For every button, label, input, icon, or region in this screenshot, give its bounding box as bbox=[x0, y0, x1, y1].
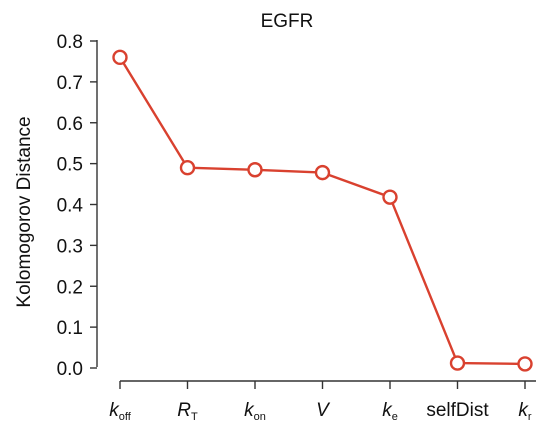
x-tick-label: RT bbox=[177, 400, 198, 423]
data-point bbox=[179, 160, 196, 176]
y-tick-label: 0.3 bbox=[57, 236, 83, 257]
x-tick-label: koff bbox=[109, 400, 131, 423]
data-point bbox=[382, 189, 398, 205]
y-tick-label: 0.5 bbox=[57, 155, 83, 176]
data-point bbox=[517, 356, 533, 372]
y-tick-label: 0.7 bbox=[57, 73, 83, 94]
data-point bbox=[314, 164, 331, 181]
data-markers bbox=[112, 49, 533, 372]
y-tick-label: 0.1 bbox=[57, 318, 83, 339]
y-tick-label: 0.6 bbox=[57, 114, 83, 135]
chart-title: EGFR bbox=[261, 11, 314, 32]
y-tick-label: 0.0 bbox=[57, 359, 83, 380]
data-point bbox=[247, 162, 263, 178]
y-tick-label: 0.4 bbox=[57, 196, 84, 217]
x-tick-label: V bbox=[316, 400, 331, 421]
x-tick-label: kr bbox=[518, 400, 532, 423]
x-tick-label: selfDist bbox=[426, 400, 489, 421]
y-tick-label: 0.2 bbox=[57, 277, 83, 298]
series-line bbox=[118, 56, 526, 366]
y-tick-label: 0.8 bbox=[57, 32, 83, 53]
x-tick-label: ke bbox=[382, 400, 398, 423]
data-point bbox=[112, 49, 128, 66]
y-ticks: 0.0 0.1 0.2 0.3 0.4 0.5 0.6 0.7 0.8 bbox=[57, 32, 97, 380]
x-tick-label: kon bbox=[244, 400, 266, 423]
y-axis-label: Kolomogorov Distance bbox=[14, 116, 35, 307]
data-point bbox=[449, 355, 466, 371]
